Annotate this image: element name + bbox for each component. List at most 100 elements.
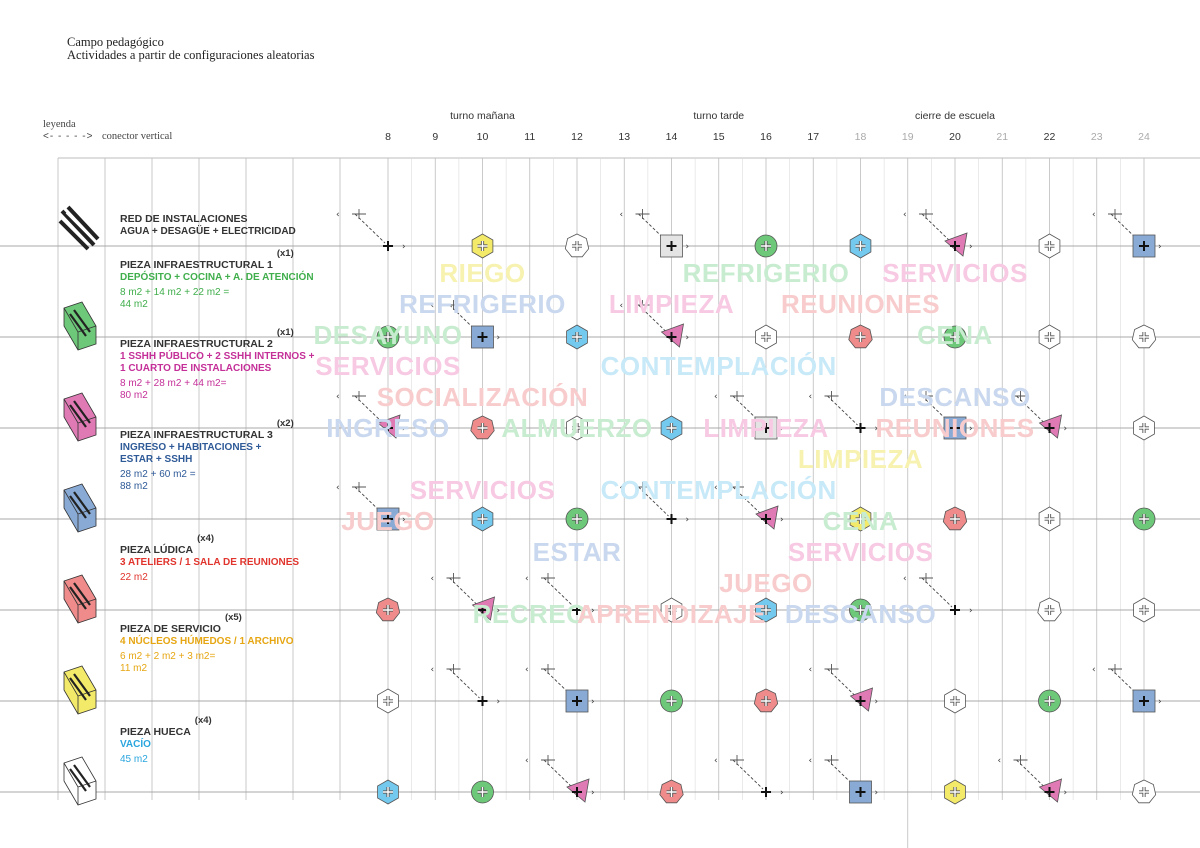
svg-text:›: › (686, 242, 690, 252)
svg-text:‹: ‹ (809, 756, 813, 766)
pent-marker (1037, 597, 1062, 622)
hour-label: 23 (1090, 131, 1103, 143)
svg-text:›: › (969, 424, 973, 434)
hex-marker (566, 415, 588, 441)
shift-label: turno mañana (450, 110, 515, 122)
row-description: INGRESO + HABITACIONES + (120, 442, 262, 453)
pent-marker (1131, 779, 1157, 804)
pent-marker (659, 779, 684, 804)
row-description: 1 CUARTO DE INSTALACIONES (120, 363, 272, 374)
square-marker: ‹› (431, 300, 500, 349)
svg-text:›: › (1158, 697, 1162, 707)
activity-label: CENA (822, 506, 899, 536)
legend-title: leyenda (43, 119, 76, 130)
row-area: 80 m2 (120, 390, 148, 401)
hour-label: 15 (712, 131, 725, 143)
hour-label: 17 (807, 131, 820, 143)
row-multiplier: (x4) (194, 715, 212, 726)
tri-marker: ‹› (809, 664, 879, 712)
svg-text:‹: ‹ (1092, 665, 1096, 675)
svg-text:‹: ‹ (903, 574, 907, 584)
hex-marker (1038, 324, 1061, 350)
row-area: 28 m2 + 60 m2 = (120, 469, 196, 480)
pent-marker (848, 324, 873, 349)
pent-marker (1131, 324, 1157, 349)
hour-label: 20 (949, 131, 961, 143)
svg-text:›: › (497, 606, 501, 616)
pent-marker (470, 415, 495, 440)
activity-label: SERVICIOS (882, 258, 1028, 288)
svg-text:›: › (875, 697, 879, 707)
svg-text:‹: ‹ (431, 574, 435, 584)
svg-text:‹: ‹ (336, 483, 340, 493)
row-multiplier: (x4) (197, 533, 215, 544)
activity-label: REUNIONES (875, 413, 1035, 443)
activity-label: LIMPIEZA (703, 413, 829, 443)
hour-label: 14 (665, 131, 678, 143)
svg-text:›: › (591, 606, 595, 616)
square-marker: ‹› (714, 391, 784, 440)
activity-label: APRENDIZAJE (577, 599, 766, 629)
square-marker: ‹› (1092, 209, 1162, 258)
row-description: DEPÓSITO + COCINA + A. DE ATENCIÓN (120, 272, 314, 283)
svg-text:‹: ‹ (336, 392, 340, 402)
activity-label: JUEGO (341, 506, 435, 536)
row-description: AGUA + DESAGÜE + ELECTRICIDAD (120, 226, 296, 237)
square-marker: ‹› (336, 482, 406, 531)
pent-marker (942, 506, 968, 531)
row-multiplier: (x1) (276, 248, 294, 259)
activity-label: REUNIONES (780, 289, 941, 319)
row-multiplier: (x5) (224, 612, 242, 623)
hex-marker (1038, 506, 1061, 532)
svg-text:‹: ‹ (525, 756, 529, 766)
hex-marker (566, 324, 588, 350)
hour-label: 21 (996, 131, 1009, 143)
svg-text:›: › (591, 788, 595, 798)
activity-label: LIMPIEZA (797, 444, 924, 474)
hour-label: 11 (524, 131, 536, 143)
svg-text:‹: ‹ (903, 392, 907, 402)
tri-marker: ‹› (903, 209, 973, 257)
connector-marker: ‹› (431, 664, 500, 707)
svg-text:‹: ‹ (903, 210, 907, 220)
diagram-title: Campo pedagógico (67, 35, 164, 49)
pent-marker (564, 233, 590, 258)
activity-label: CONTEMPLACIÓN (600, 351, 837, 381)
circle-marker (1132, 507, 1156, 531)
circle-marker (849, 598, 872, 622)
piece-icon (63, 574, 97, 624)
svg-text:‹: ‹ (431, 665, 435, 675)
row-title: PIEZA HUECA (120, 726, 191, 738)
svg-text:‹: ‹ (336, 210, 340, 220)
row-description: 4 NÚCLEOS HÚMEDOS / 1 ARCHIVO (120, 636, 294, 647)
activity-label: CONTEMPLACIÓN (600, 475, 837, 505)
connector-marker: ‹› (809, 391, 878, 434)
hex-marker (1038, 233, 1061, 259)
hex-marker (849, 506, 872, 532)
tri-marker: ‹› (336, 391, 406, 439)
row-multiplier: (x1) (276, 327, 294, 338)
svg-text:›: › (1158, 242, 1162, 252)
piece-icon (63, 483, 97, 533)
pent-marker (753, 688, 779, 713)
piece-icon (63, 392, 97, 442)
hour-label: 18 (854, 131, 867, 143)
activity-label: DESCANSO (784, 599, 937, 629)
activity-label: SERVICIOS (315, 351, 461, 381)
shift-label: turno tarde (693, 110, 745, 122)
svg-text:›: › (402, 242, 406, 252)
circle-marker (754, 234, 778, 258)
hex-marker (660, 415, 683, 441)
row-area: 45 m2 (120, 754, 148, 765)
tri-marker: ‹› (620, 300, 689, 348)
tri-marker: ‹› (525, 755, 595, 803)
square-marker: ‹› (1092, 664, 1162, 713)
svg-text:›: › (402, 424, 406, 434)
row-area: 44 m2 (120, 299, 148, 310)
hour-label: 8 (385, 131, 391, 143)
tri-marker: ‹› (998, 755, 1067, 803)
row-multiplier: (x2) (276, 418, 294, 429)
activity-label: RIEGO (439, 258, 526, 288)
hex-marker (944, 779, 966, 805)
hex-marker (849, 233, 872, 259)
